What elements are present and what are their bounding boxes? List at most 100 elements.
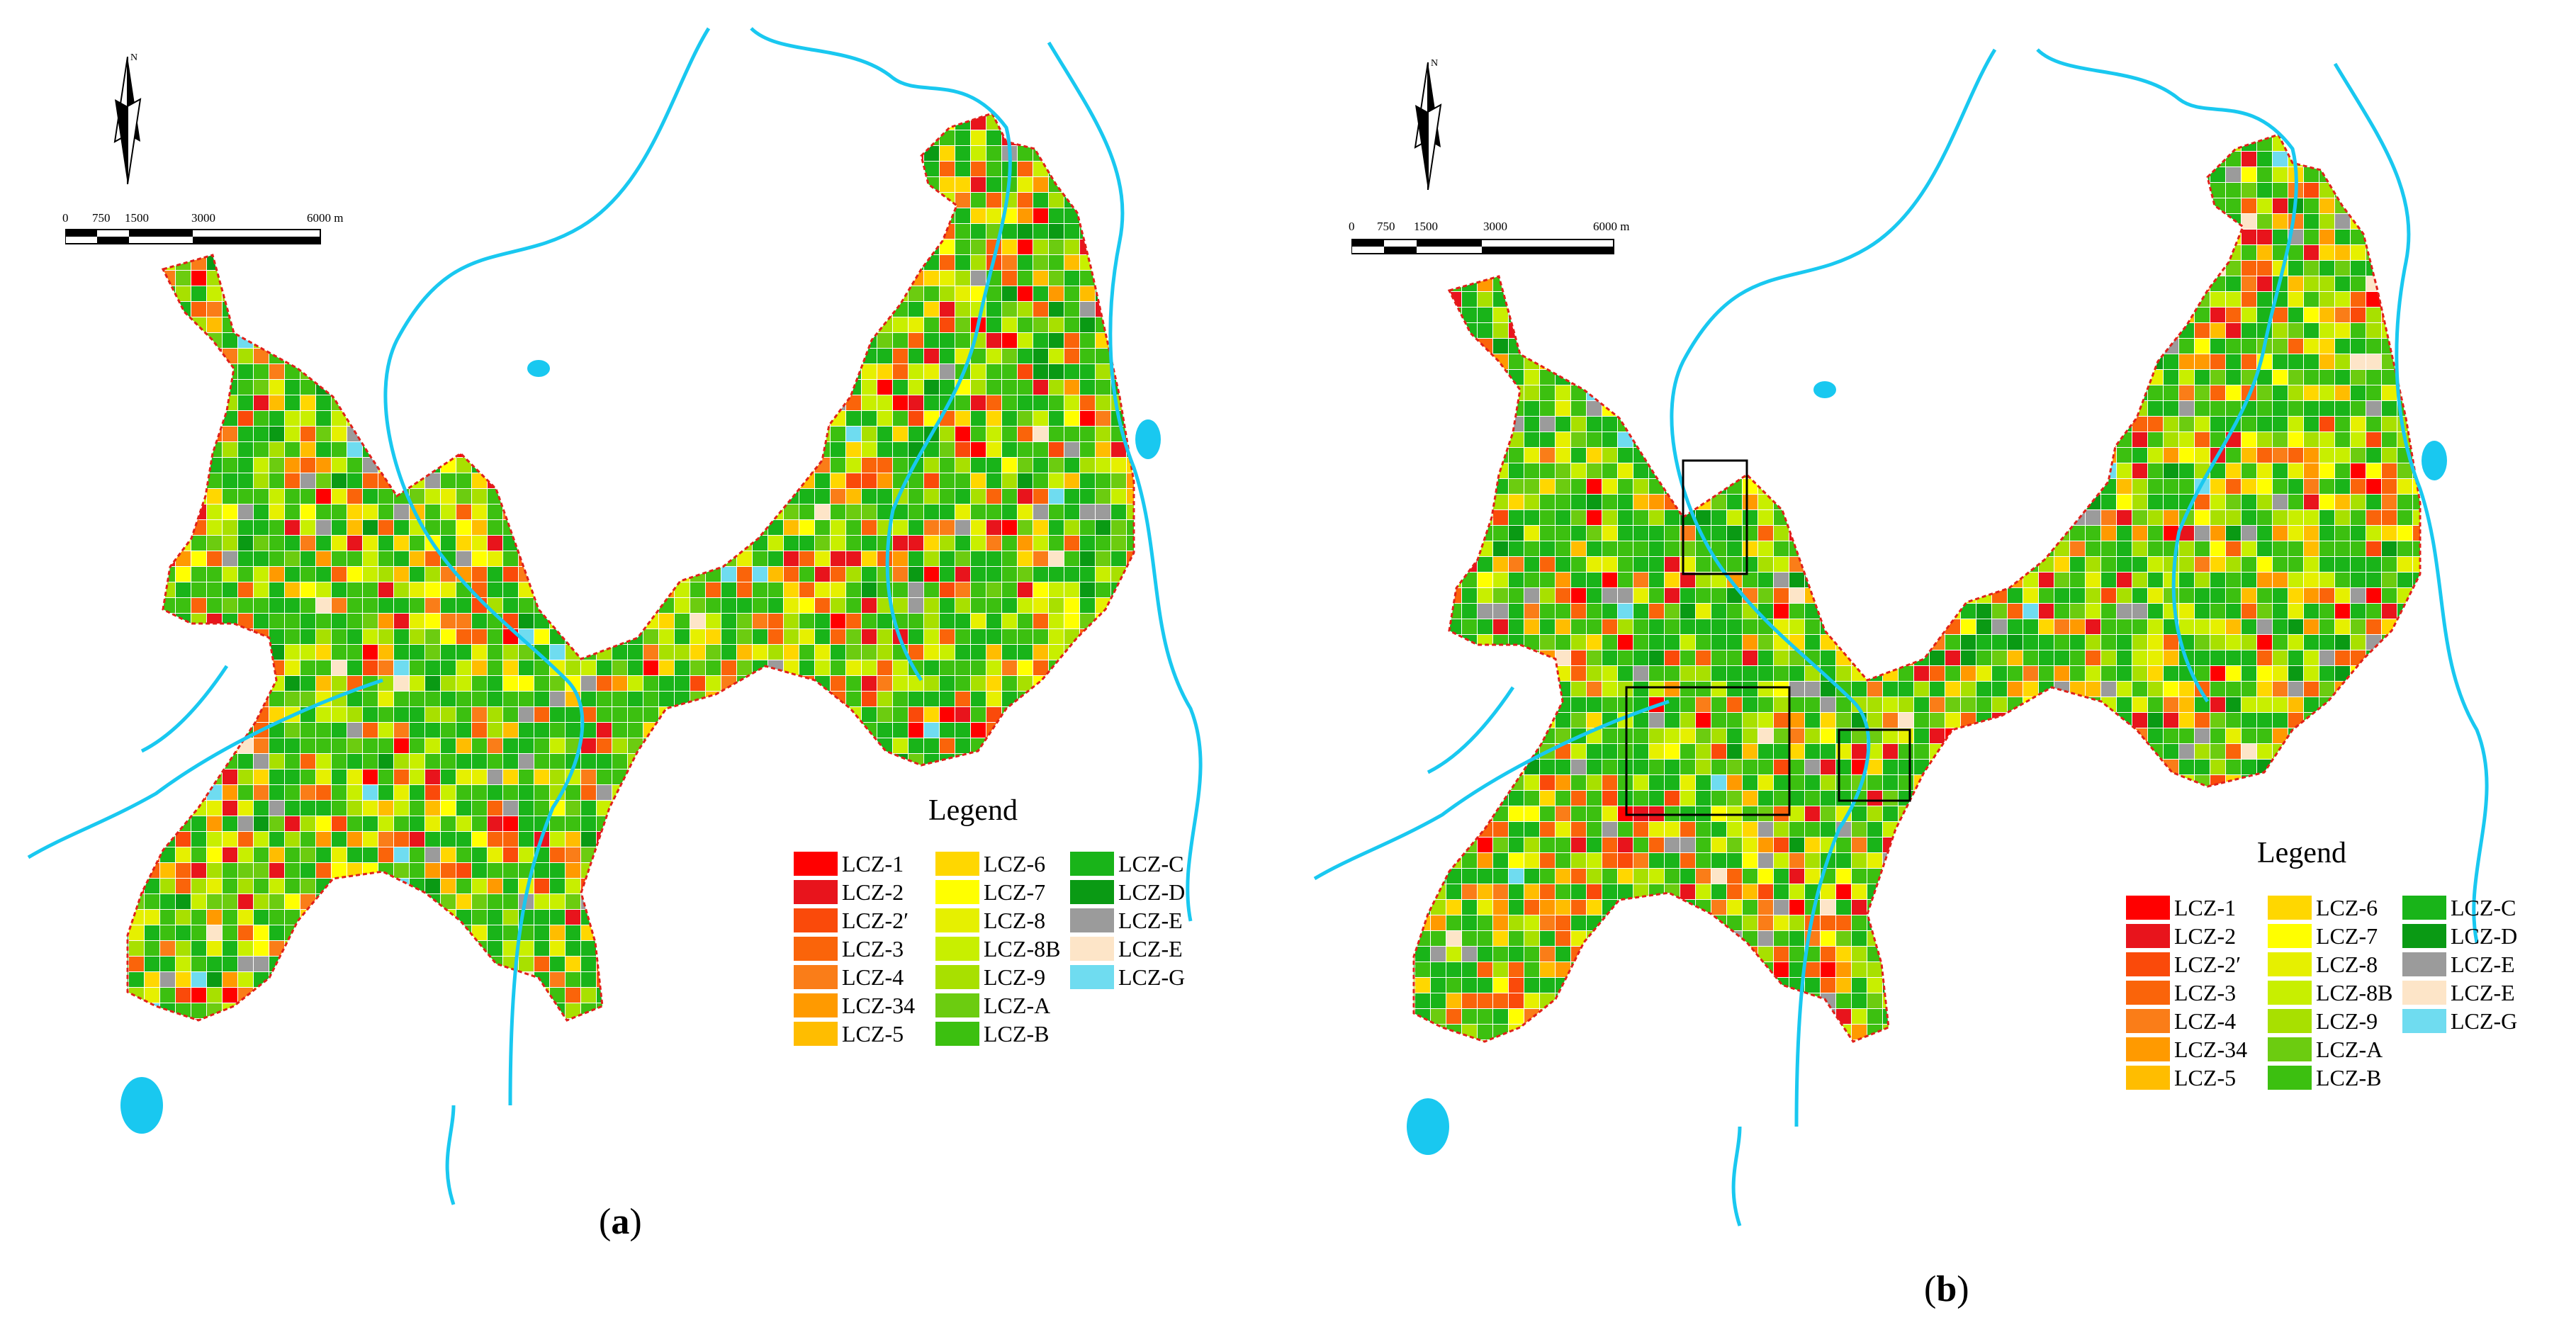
legend-swatch [935, 937, 979, 961]
legend-swatch [2402, 981, 2446, 1005]
legend-item: LCZ-4 [2126, 1008, 2236, 1034]
legend-label: LCZ-6 [2316, 894, 2378, 920]
legend-swatch [2126, 1037, 2170, 1061]
legend-label: LCZ-3 [2174, 979, 2237, 1005]
legend: Legend LCZ-1 LCZ-2 LCZ-2′ LCZ-3 LCZ-4 LCZ-34 L… [2126, 836, 2565, 1134]
legend-label: LCZ-7 [2316, 923, 2378, 949]
legend-label: LCZ-E [2451, 951, 2515, 977]
legend-label: LCZ-2′ [2174, 951, 2242, 977]
scale-label-750: 750 [1377, 220, 1395, 233]
legend-item: LCZ-D [2402, 923, 2517, 949]
scale-labels: 0 750 1500 3000 6000 m [1349, 220, 1653, 235]
legend-label: LCZ-1 [2174, 894, 2237, 920]
panel-caption-b: (b) [1924, 1268, 1969, 1310]
legend-label: LCZ-B [984, 1020, 1050, 1047]
legend-label: LCZ-G [2451, 1008, 2518, 1034]
legend-item: LCZ-3 [794, 935, 904, 962]
legend-swatch [794, 1022, 838, 1046]
legend-swatch [794, 908, 838, 932]
legend-label: LCZ-2 [842, 879, 904, 905]
city-boundary [1412, 133, 2422, 1043]
legend-swatch [2268, 896, 2312, 920]
legend-label: LCZ-2 [2174, 923, 2237, 949]
legend-swatch [2268, 924, 2312, 948]
river [383, 27, 711, 1106]
study-area-box [1838, 728, 1911, 802]
legend-swatch [1070, 937, 1114, 961]
panel-b: N 0 750 1500 3000 6000 m Legend LCZ-1 LCZ… [1286, 0, 2576, 1342]
legend-item: LCZ-2 [794, 879, 904, 906]
legend-title: Legend [928, 794, 1018, 827]
legend-item: LCZ-E [2402, 979, 2515, 1006]
legend-swatch [935, 852, 979, 876]
north-arrow-icon: N [99, 52, 156, 188]
legend-swatch [794, 852, 838, 876]
river [1427, 686, 1515, 774]
legend-swatch [2126, 952, 2170, 976]
legend-item: LCZ-C [2402, 894, 2516, 921]
legend-label: LCZ-D [1118, 879, 1186, 905]
river [140, 665, 229, 753]
legend-label: LCZ-1 [842, 850, 904, 876]
legend-label: LCZ-5 [2174, 1064, 2237, 1090]
legend-label: LCZ-7 [984, 879, 1046, 905]
legend-item: LCZ-G [2402, 1008, 2517, 1034]
legend-title: Legend [2257, 837, 2346, 869]
legend-swatch [1070, 908, 1114, 932]
scale-label-6000: 6000 m [1593, 220, 1630, 233]
legend-item: LCZ-3 [2126, 979, 2236, 1006]
legend-item: LCZ-1 [2126, 894, 2236, 921]
legend-item: LCZ-2′ [794, 907, 909, 934]
legend-swatch [2268, 952, 2312, 976]
legend-label: LCZ-34 [2174, 1036, 2248, 1062]
legend-item: LCZ-2′ [2126, 951, 2241, 978]
river [2333, 62, 2489, 943]
river [1731, 1126, 1742, 1227]
legend-item: LCZ-A [935, 992, 1050, 1019]
scale-bar [65, 229, 321, 244]
legend-item: LCZ-E [1070, 907, 1183, 934]
legend-label: LCZ-8 [984, 907, 1046, 933]
legend-label: LCZ-8B [984, 935, 1061, 962]
legend-label: LCZ-3 [842, 935, 904, 962]
scale-label-3000: 3000 [191, 211, 215, 225]
scale-labels: 0 750 1500 3000 6000 m [62, 211, 367, 227]
legend-label: LCZ-4 [2174, 1008, 2237, 1034]
scale-label-750: 750 [92, 211, 111, 225]
legend-swatch [2268, 981, 2312, 1005]
legend-label: LCZ-C [2451, 894, 2516, 920]
legend-swatch [2402, 952, 2446, 976]
legend-label: LCZ-E [2451, 979, 2515, 1005]
legend-item: LCZ-A [2268, 1036, 2383, 1063]
legend-swatch [935, 1022, 979, 1046]
legend-swatch [2126, 981, 2170, 1005]
legend-item: LCZ-6 [935, 850, 1045, 877]
study-area-box [1625, 686, 1791, 816]
river [27, 678, 383, 859]
legend-label: LCZ-9 [984, 964, 1046, 990]
legend-swatch [1070, 880, 1114, 904]
legend-item: LCZ-8 [2268, 951, 2378, 978]
caption-close: ) [629, 1202, 642, 1242]
legend-label: LCZ-8 [2316, 951, 2378, 977]
legend-item: LCZ-8B [2268, 979, 2392, 1006]
legend-item: LCZ-7 [935, 879, 1045, 906]
river [2036, 48, 2298, 703]
legend-item: LCZ-6 [2268, 894, 2378, 921]
legend-swatch [2268, 1009, 2312, 1033]
legend-item: LCZ-8B [935, 935, 1060, 962]
scale-label-6000: 6000 m [307, 211, 344, 225]
river [445, 1105, 456, 1205]
legend-swatch [794, 880, 838, 904]
legend-label: LCZ-9 [2316, 1008, 2378, 1034]
caption-letter: a [611, 1202, 630, 1242]
legend-item: LCZ-34 [2126, 1036, 2247, 1063]
legend-item: LCZ-8 [935, 907, 1045, 934]
legend-swatch [2402, 924, 2446, 948]
legend-label: LCZ-E [1118, 907, 1183, 933]
legend-item: LCZ-E [2402, 951, 2515, 978]
legend-swatch [1070, 852, 1114, 876]
legend-swatch [2402, 896, 2446, 920]
legend-swatch [935, 965, 979, 989]
study-area-box [1682, 459, 1748, 575]
